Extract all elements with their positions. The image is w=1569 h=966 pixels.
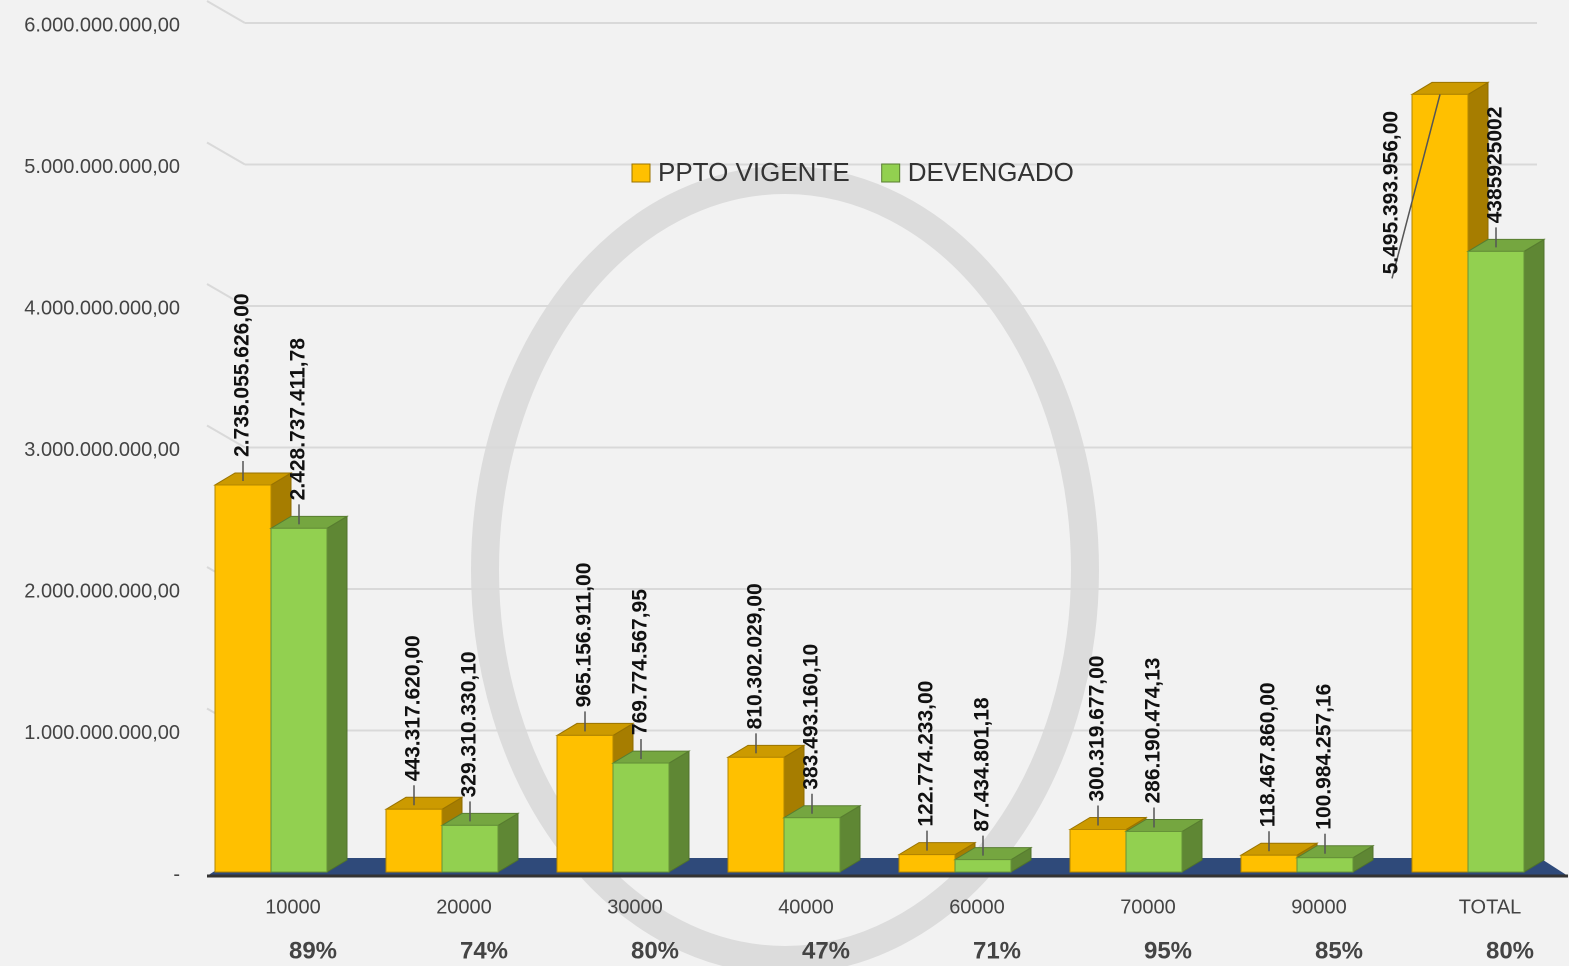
percent-label: 80% — [631, 937, 679, 964]
value-label: 5.495.393.956,00 — [1380, 111, 1403, 275]
bar — [556, 734, 614, 873]
percent-label: 89% — [289, 937, 337, 964]
percent-label: 95% — [1144, 937, 1192, 964]
bar — [1240, 854, 1298, 873]
x-tick-label: 60000 — [949, 896, 1005, 918]
percent-label: 71% — [973, 937, 1021, 964]
value-label: 286.190.474,13 — [1142, 658, 1165, 804]
value-label: 100.984.257,16 — [1313, 684, 1336, 830]
legend-label: DEVENGADO — [908, 157, 1074, 187]
bar-side — [1523, 238, 1545, 873]
x-tick-label: 40000 — [778, 896, 834, 918]
x-tick-label: TOTAL — [1459, 896, 1522, 918]
grid-line — [206, 424, 246, 449]
value-label: 329.310.330,10 — [458, 651, 481, 797]
bar-side — [668, 750, 690, 873]
x-tick-label: 20000 — [436, 896, 492, 918]
bar — [1467, 250, 1525, 873]
bar — [954, 859, 1012, 873]
bar — [385, 808, 443, 873]
legend-label: PPTO VIGENTE — [658, 157, 850, 187]
x-tick-label: 30000 — [607, 896, 663, 918]
y-tick-label: 6.000.000.000,00 — [24, 14, 180, 36]
y-tick-label: 1.000.000.000,00 — [24, 722, 180, 744]
y-tick-label: 2.000.000.000,00 — [24, 580, 180, 602]
bar — [1411, 93, 1469, 873]
grid-line — [206, 283, 246, 307]
bar — [1296, 857, 1354, 873]
watermark — [471, 166, 1099, 966]
grid-line — [206, 141, 246, 166]
bar — [783, 817, 841, 873]
value-label: 443.317.620,00 — [402, 635, 425, 781]
y-tick-label: - — [173, 863, 180, 885]
x-tick-label: 70000 — [1120, 896, 1176, 918]
value-label: 769.774.567,95 — [629, 589, 652, 735]
value-label: 118.467.860,00 — [1257, 682, 1280, 827]
value-label: 965.156.911,00 — [573, 563, 596, 708]
y-tick-label: 5.000.000.000,00 — [24, 156, 180, 178]
bar-side — [326, 515, 348, 873]
value-label: 300.319.677,00 — [1086, 656, 1109, 802]
bar — [441, 824, 499, 873]
bar — [612, 762, 670, 873]
bar — [214, 484, 272, 873]
value-label: 4385925002 — [1484, 107, 1507, 224]
value-label: 810.302.029,00 — [744, 583, 767, 729]
value-label: 2.735.055.626,00 — [231, 293, 254, 457]
percent-label: 74% — [460, 937, 508, 964]
percent-label: 85% — [1315, 937, 1363, 964]
bar — [1125, 831, 1183, 873]
bar — [727, 756, 785, 873]
x-tick-label: 10000 — [265, 896, 321, 918]
percent-label: 47% — [802, 937, 850, 964]
value-label: 87.434.801,18 — [971, 697, 994, 832]
value-label: 383.493.160,10 — [800, 644, 823, 790]
percent-label: 80% — [1486, 937, 1534, 964]
bar — [270, 527, 328, 873]
bar — [898, 854, 956, 873]
leader-line — [1391, 94, 1441, 279]
legend-swatch — [631, 163, 651, 183]
grid-line — [206, 0, 246, 24]
x-tick-label: 90000 — [1291, 896, 1347, 918]
y-tick-label: 3.000.000.000,00 — [24, 439, 180, 461]
value-label: 122.774.233,00 — [915, 681, 938, 827]
legend-swatch — [881, 163, 901, 183]
floor — [207, 858, 1568, 876]
value-label: 2.428.737.411,78 — [287, 338, 310, 501]
y-tick-label: 4.000.000.000,00 — [24, 297, 180, 319]
bar — [1069, 829, 1127, 873]
